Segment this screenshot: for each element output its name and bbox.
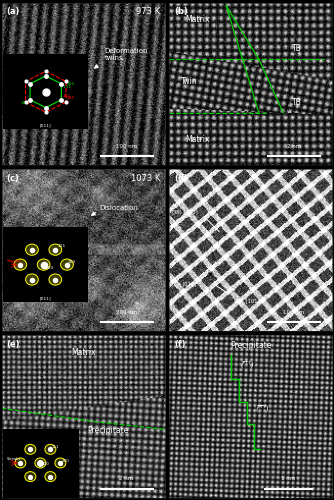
Text: Precipitate: Precipitate xyxy=(230,341,271,350)
Text: (e): (e) xyxy=(7,340,20,349)
Text: 2 nm: 2 nm xyxy=(120,476,134,482)
Text: TB: TB xyxy=(292,98,301,106)
Text: (c): (c) xyxy=(7,174,19,182)
Text: Precipitate: Precipitate xyxy=(87,426,129,434)
Text: (̅ṡ̅ṡ̅) [010]: (̅ṡ̅ṡ̅) [010] xyxy=(173,210,198,215)
Text: 200 nm: 200 nm xyxy=(116,310,137,315)
Text: Matrix: Matrix xyxy=(185,15,210,24)
Text: (a): (a) xyxy=(7,8,20,16)
Text: Matrix: Matrix xyxy=(185,135,210,144)
Text: (ᵀ̅ᵀ̅ᵀ): (ᵀ̅ᵀ̅ᵀ) xyxy=(241,360,255,368)
Text: 973 K: 973 K xyxy=(136,8,160,16)
Text: 1073 K: 1073 K xyxy=(131,174,160,182)
Text: 2 nm: 2 nm xyxy=(287,144,301,148)
Text: Dislocation: Dislocation xyxy=(100,205,138,211)
Text: 1 nm: 1 nm xyxy=(281,476,295,482)
Text: 100 nm: 100 nm xyxy=(283,310,305,315)
Text: (̅ṡ̅ṡ̅) [101]: (̅ṡ̅ṡ̅) [101] xyxy=(234,300,260,304)
Text: [011]: [011] xyxy=(182,282,196,286)
Text: (b): (b) xyxy=(174,8,188,16)
Text: TB: TB xyxy=(292,44,301,53)
Text: 100 nm: 100 nm xyxy=(116,144,137,148)
Text: Deformation
twins: Deformation twins xyxy=(105,48,148,61)
Text: (d): (d) xyxy=(174,174,188,182)
Text: Twin: Twin xyxy=(180,76,197,86)
Text: Matrix: Matrix xyxy=(71,348,96,356)
Text: (ᵀ̅ᵀ̅ᵀ̅): (ᵀ̅ᵀ̅ᵀ̅) xyxy=(256,404,269,412)
Text: (f): (f) xyxy=(174,340,185,349)
